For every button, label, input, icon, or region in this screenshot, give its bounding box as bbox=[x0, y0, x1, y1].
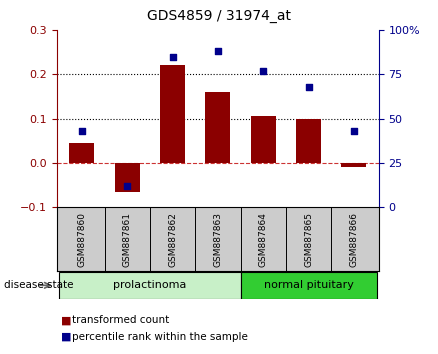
Text: GSM887864: GSM887864 bbox=[259, 212, 268, 267]
Bar bbox=[115, 163, 140, 192]
Text: GSM887863: GSM887863 bbox=[213, 212, 223, 267]
Text: percentile rank within the sample: percentile rank within the sample bbox=[72, 332, 248, 342]
Bar bbox=[205, 92, 230, 163]
Point bbox=[124, 183, 131, 189]
Bar bbox=[342, 163, 367, 167]
Text: GSM887865: GSM887865 bbox=[304, 212, 313, 267]
Point bbox=[169, 54, 176, 59]
Text: GSM887866: GSM887866 bbox=[350, 212, 358, 267]
Text: normal pituitary: normal pituitary bbox=[264, 280, 353, 290]
Text: GDS4859 / 31974_at: GDS4859 / 31974_at bbox=[147, 9, 291, 23]
Text: GSM887860: GSM887860 bbox=[78, 212, 86, 267]
Point bbox=[215, 48, 222, 54]
Text: transformed count: transformed count bbox=[72, 315, 170, 325]
Text: disease state: disease state bbox=[4, 280, 74, 290]
Bar bbox=[69, 143, 94, 163]
Point bbox=[260, 68, 267, 74]
Bar bbox=[160, 65, 185, 163]
Text: ■: ■ bbox=[61, 332, 72, 342]
Bar bbox=[251, 116, 276, 163]
Text: GSM887861: GSM887861 bbox=[123, 212, 132, 267]
Bar bbox=[240, 272, 377, 299]
Text: GSM887862: GSM887862 bbox=[168, 212, 177, 267]
Point bbox=[305, 84, 312, 90]
Point bbox=[78, 128, 85, 134]
Text: prolactinoma: prolactinoma bbox=[113, 280, 187, 290]
Point bbox=[350, 128, 357, 134]
Text: ■: ■ bbox=[61, 315, 72, 325]
Bar bbox=[296, 119, 321, 163]
Bar bbox=[59, 272, 240, 299]
